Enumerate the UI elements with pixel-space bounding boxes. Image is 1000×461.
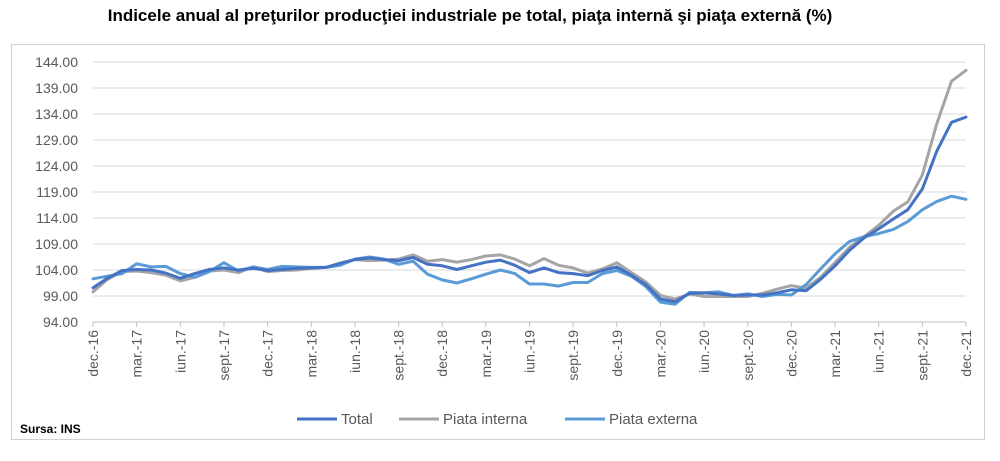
chart-area: 94.00 99.00 104.00 109.00 114.00 119.00 124.00…: [11, 44, 985, 440]
series-lines: [91, 68, 968, 306]
x-tick-label: iun.-21: [871, 330, 887, 373]
x-tick-label: iun.-20: [696, 330, 712, 373]
legend-item: Total: [297, 411, 373, 428]
x-tick-label: iun.-19: [522, 330, 538, 373]
x-tick-label: mar.-17: [129, 330, 145, 378]
x-tick-label: dec.-17: [260, 330, 276, 377]
legend: Total Piata interna Piata externa: [297, 411, 698, 428]
series-line-total: [91, 115, 968, 304]
y-tick-label: 109.00: [35, 236, 78, 252]
chart-title: Indicele anual al preţurilor producţiei …: [107, 6, 833, 25]
legend-label: Piata externa: [609, 411, 698, 428]
y-tick-label: 104.00: [35, 262, 78, 278]
y-tick-label: 129.00: [35, 132, 78, 148]
x-tick-label: dec.-16: [85, 330, 101, 377]
x-tick-label: sept.-19: [565, 330, 581, 381]
legend-item: Piata externa: [565, 411, 698, 428]
x-tick-label: dec.-18: [434, 330, 450, 377]
x-tick-label: sept.-17: [216, 330, 232, 381]
y-tick-label: 134.00: [35, 106, 78, 122]
legend-label: Total: [341, 411, 373, 428]
x-axis: dec.-16 mar.-17 iun.-17 sept.-17 dec.-17 mar.…: [85, 321, 974, 381]
y-axis: 94.00 99.00 104.00 109.00 114.00 119.00 124.00…: [35, 54, 78, 330]
source-note: Sursa: INS: [20, 422, 81, 436]
series-line-piata-externa: [91, 194, 968, 306]
x-tick-label: dec.-20: [783, 330, 799, 377]
x-tick-label: dec.-19: [609, 330, 625, 377]
y-tick-label: 139.00: [35, 80, 78, 96]
x-tick-label: sept.-18: [391, 330, 407, 381]
y-tick-label: 119.00: [36, 184, 78, 200]
x-tick-label: iun.-18: [347, 330, 363, 373]
y-tick-label: 99.00: [43, 288, 78, 304]
x-tick-label: mar.-18: [303, 330, 319, 378]
line-chart: 94.00 99.00 104.00 109.00 114.00 119.00 124.00…: [35, 54, 974, 428]
legend-label: Piata interna: [443, 411, 528, 428]
y-tick-label: 124.00: [35, 158, 78, 174]
y-tick-label: 114.00: [36, 210, 78, 226]
x-tick-label: iun.-17: [172, 330, 188, 373]
x-tick-label: mar.-21: [827, 330, 843, 378]
y-tick-label: 94.00: [43, 314, 78, 330]
x-tick-label: mar.-19: [478, 330, 494, 378]
x-tick-label: dec.-21: [958, 330, 974, 377]
y-tick-label: 144.00: [35, 54, 78, 70]
legend-item: Piata interna: [399, 411, 528, 428]
x-tick-label: sept.-20: [740, 330, 756, 381]
series-line-piata-interna: [91, 68, 968, 301]
x-tick-label: sept.-21: [914, 330, 930, 381]
x-tick-label: mar.-20: [652, 330, 668, 378]
